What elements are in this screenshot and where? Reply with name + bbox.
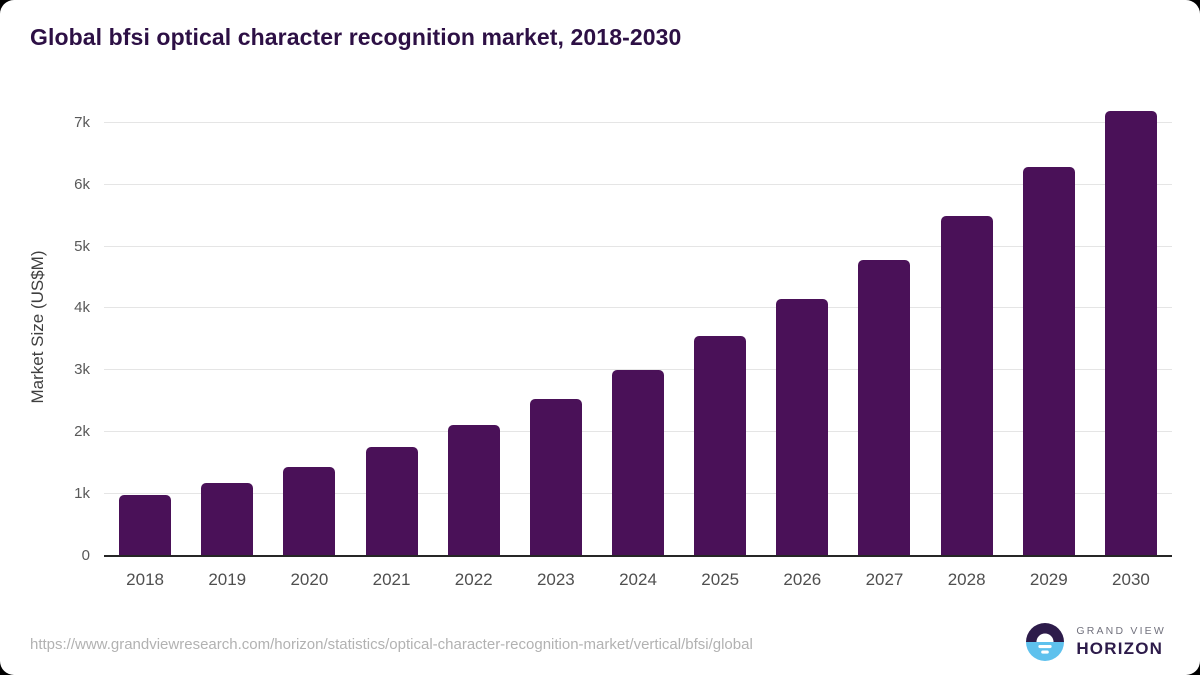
bar-slot-2021 — [350, 98, 432, 556]
y-tick-label-2k: 2k — [74, 423, 90, 441]
bar-2027 — [858, 260, 911, 556]
bar-series — [104, 98, 1172, 556]
x-axis-labels: 2018 2019 2020 2021 2022 2023 2024 2025 2026 2027… — [104, 570, 1172, 590]
bar-2025 — [694, 335, 747, 556]
source-url: https://www.grandviewresearch.com/horizo… — [30, 636, 753, 653]
bar-2026 — [776, 299, 829, 556]
bar-slot-2018 — [104, 98, 186, 556]
x-axis-label-2018: 2018 — [126, 570, 164, 589]
horizon-sun-over-water-icon — [1026, 623, 1065, 661]
y-tick-label-5k: 5k — [74, 237, 90, 255]
bar-slot-2019 — [186, 98, 268, 556]
bar-slot-2027 — [843, 98, 925, 556]
bar-2028 — [940, 215, 993, 556]
x-axis-label-2020: 2020 — [290, 570, 329, 589]
y-tick-label-0: 0 — [81, 547, 90, 564]
x-axis-label-2030: 2030 — [1112, 570, 1150, 589]
gridline-5k — [104, 245, 1172, 247]
bar-2018 — [119, 495, 172, 556]
y-tick-label-6k: 6k — [74, 175, 90, 193]
bar-2023 — [529, 399, 582, 556]
logo-brand-line2: HORIZON — [1076, 639, 1164, 658]
bar-2029 — [1022, 167, 1075, 556]
x-axis-label-2027: 2027 — [865, 570, 904, 589]
bar-slot-2024 — [597, 98, 679, 556]
bar-2020 — [283, 466, 336, 556]
bar-2021 — [365, 447, 418, 556]
x-axis-label-2026: 2026 — [783, 570, 822, 589]
bar-slot-2030 — [1090, 98, 1172, 556]
bar-2030 — [1104, 111, 1157, 556]
x-axis-label-2025: 2025 — [701, 570, 740, 589]
x-axis-label-2028: 2028 — [947, 570, 986, 589]
y-axis-ticks: 0 1k 2k 3k 4k 5k 6k 7k — [0, 98, 90, 564]
x-axis-label-2021: 2021 — [372, 570, 411, 589]
x-axis-label-2024: 2024 — [619, 570, 657, 589]
bar-slot-2020 — [268, 98, 350, 556]
chart-title: Global bfsi optical character recognitio… — [30, 24, 682, 50]
bar-slot-2028 — [926, 98, 1008, 556]
brand-logo: GRAND VIEW HORIZON — [1026, 623, 1166, 661]
bar-2022 — [447, 425, 500, 556]
bar-2019 — [201, 483, 254, 556]
bar-slot-2022 — [433, 98, 515, 556]
gridline-3k — [104, 369, 1172, 371]
x-axis-line — [104, 555, 1172, 557]
bar-2024 — [612, 370, 665, 556]
logo-brand-line1: GRAND VIEW — [1076, 625, 1166, 637]
gridline-6k — [104, 183, 1172, 185]
footer: https://www.grandviewresearch.com/horizo… — [0, 613, 1200, 675]
plot-area — [104, 98, 1172, 557]
bar-slot-2029 — [1008, 98, 1090, 556]
x-axis-label-2022: 2022 — [454, 570, 493, 589]
y-tick-label-7k: 7k — [74, 113, 90, 131]
bar-slot-2023 — [515, 98, 597, 556]
logo-wordmark: GRAND VIEW HORIZON — [1076, 625, 1166, 659]
bar-slot-2026 — [761, 98, 843, 556]
gridline-7k — [104, 121, 1172, 123]
y-tick-label-4k: 4k — [74, 299, 90, 317]
x-axis-label-2019: 2019 — [208, 570, 247, 589]
y-tick-label-1k: 1k — [74, 485, 90, 503]
x-axis-label-2029: 2029 — [1029, 570, 1068, 589]
gridline-4k — [104, 307, 1172, 309]
y-tick-label-3k: 3k — [74, 361, 90, 379]
bar-slot-2025 — [679, 98, 761, 556]
x-axis-label-2023: 2023 — [536, 570, 575, 589]
